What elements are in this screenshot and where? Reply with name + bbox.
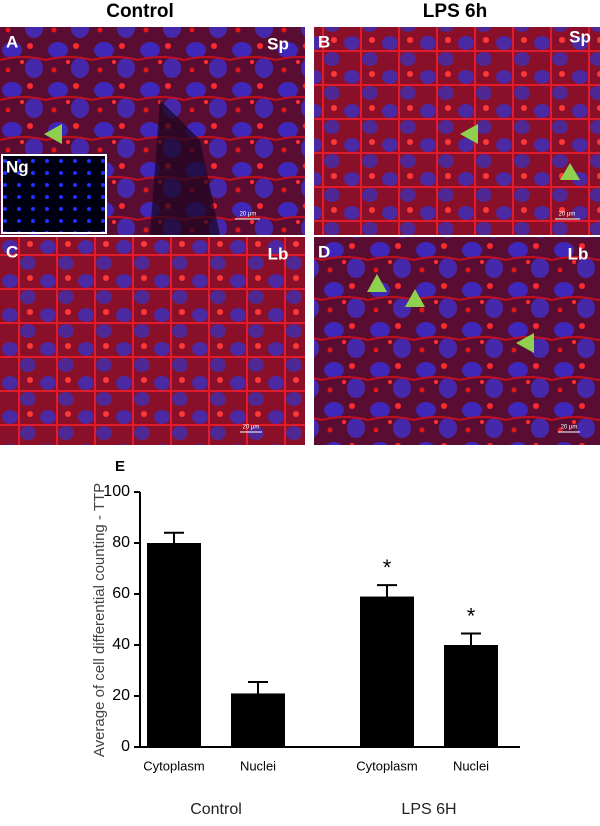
panel-b: B Sp 20 μm <box>314 27 600 235</box>
bar <box>444 645 498 747</box>
panel-letter: C <box>6 242 18 261</box>
x-tick-label: Nuclei <box>240 758 276 773</box>
y-tick-label: 60 <box>112 585 130 602</box>
error-bar <box>164 531 184 543</box>
error-bar <box>377 584 397 597</box>
y-tick-label: 0 <box>121 738 130 755</box>
bar <box>360 596 414 747</box>
scale-bar: 20 μm <box>561 425 578 431</box>
y-tick-label: 20 <box>112 687 130 704</box>
group-label: LPS 6H <box>401 801 456 818</box>
x-tick-label: Cytoplasm <box>356 758 417 773</box>
bar <box>147 543 201 747</box>
panel-letter: A <box>6 32 18 51</box>
panel-tag: Lb <box>568 244 589 263</box>
panel-tag: Lb <box>268 244 289 263</box>
scale-bar: 20 μm <box>243 425 260 431</box>
panel-a: A Sp Ng 20 μm <box>0 27 305 235</box>
scale-bar: 20 μm <box>240 212 257 218</box>
scale-bar: 20 μm <box>559 212 576 218</box>
panel-tag: Sp <box>569 27 591 46</box>
panel-tag: Sp <box>267 34 289 53</box>
inset-label: Ng <box>6 157 29 176</box>
panel-letter: D <box>318 242 330 261</box>
panel-c: C Lb 20 μm <box>0 237 305 445</box>
x-tick-label: Cytoplasm <box>143 758 204 773</box>
significance-marker: * <box>383 555 392 580</box>
error-bar <box>248 680 268 694</box>
column-title: LPS 6h <box>423 1 487 22</box>
x-tick-label: Nuclei <box>453 758 489 773</box>
panel-letter: B <box>318 32 330 51</box>
y-axis-label: Average of cell differential counting - … <box>91 483 108 757</box>
significance-marker: * <box>467 603 476 628</box>
panel-letter: E <box>115 458 125 475</box>
column-title: Control <box>106 1 174 22</box>
error-bar <box>461 632 481 645</box>
y-tick-label: 80 <box>112 534 130 551</box>
y-tick-label: 100 <box>103 483 130 500</box>
group-label: Control <box>190 801 242 818</box>
panel-d: D Lb 20 μm <box>314 237 600 445</box>
y-tick-label: 40 <box>112 636 130 653</box>
bar <box>231 693 285 747</box>
